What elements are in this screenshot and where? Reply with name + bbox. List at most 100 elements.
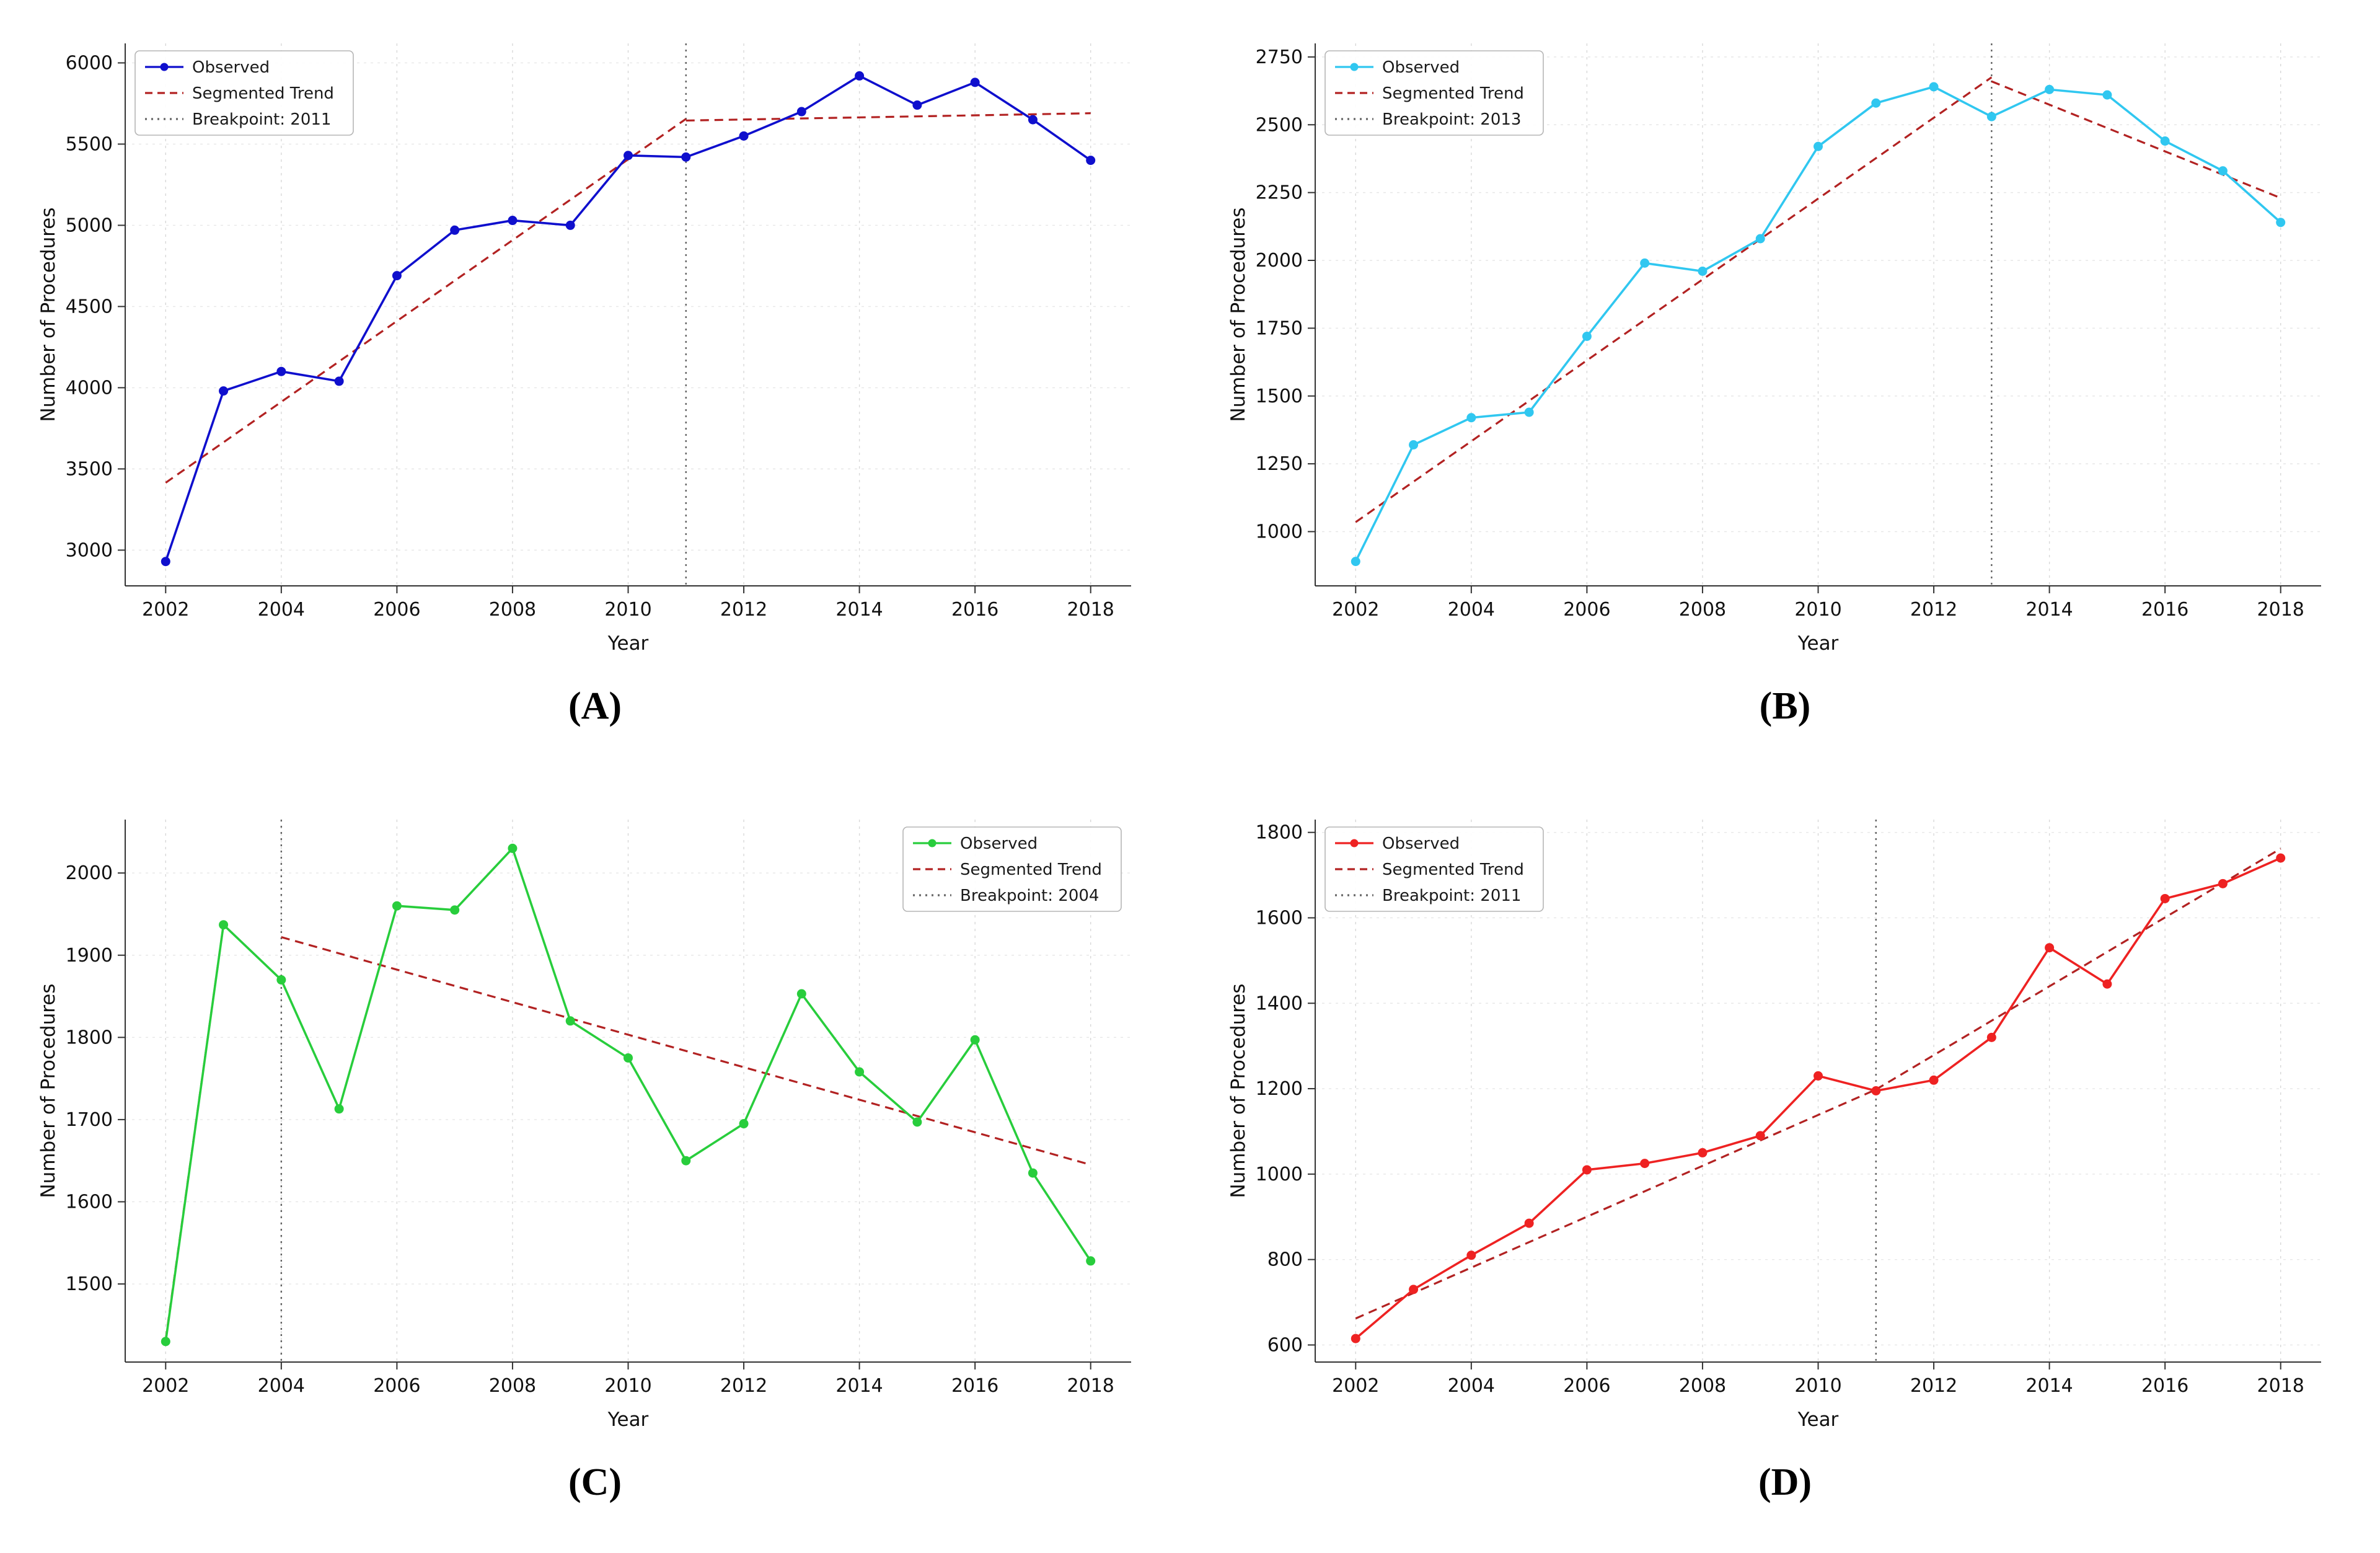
svg-text:Breakpoint: 2011: Breakpoint: 2011 — [1382, 887, 1521, 905]
svg-text:1800: 1800 — [66, 1027, 113, 1048]
svg-text:5500: 5500 — [66, 133, 113, 155]
x-axis-label: Year — [1797, 1409, 1839, 1431]
x-axis: 2002 2004 2006 2008 2010 2012 2014 2016 2018 — [1332, 1362, 2304, 1397]
svg-text:Segmented Trend: Segmented Trend — [960, 861, 1102, 879]
y-axis-label: Number of Procedures — [1227, 207, 1250, 422]
svg-text:2000: 2000 — [66, 862, 113, 884]
svg-text:2000: 2000 — [1256, 250, 1303, 272]
svg-text:4000: 4000 — [66, 377, 113, 399]
svg-text:2006: 2006 — [1563, 1375, 1610, 1397]
svg-text:1000: 1000 — [1256, 521, 1303, 543]
svg-text:2014: 2014 — [835, 599, 883, 621]
observed-markers — [1351, 82, 2286, 567]
svg-text:2016: 2016 — [951, 599, 998, 621]
chart-d: 2002 2004 2006 2008 2010 2012 2014 2016 2018 600 8… — [1221, 795, 2349, 1440]
y-axis: 1500 1600 1700 1800 1900 2000 — [66, 862, 125, 1295]
svg-text:2006: 2006 — [1563, 599, 1610, 621]
chart-svg: 2002 2004 2006 2008 2010 2012 2014 2016 2018 600 8… — [1227, 820, 2321, 1431]
svg-text:6000: 6000 — [66, 52, 113, 74]
svg-text:1600: 1600 — [1256, 907, 1303, 929]
svg-text:2018: 2018 — [1067, 1375, 1114, 1397]
chart-b: 2002 2004 2006 2008 2010 2012 2014 2016 2018 1000… — [1221, 19, 2349, 663]
x-axis-label: Year — [1797, 632, 1839, 655]
legend: Observed Segmented Trend Breakpoint: 2011 — [134, 50, 354, 136]
svg-text:Segmented Trend: Segmented Trend — [1382, 861, 1524, 879]
y-axis-label: Number of Procedures — [37, 207, 60, 422]
svg-text:2018: 2018 — [1067, 599, 1114, 621]
svg-text:Breakpoint: 2004: Breakpoint: 2004 — [960, 887, 1099, 905]
svg-text:2008: 2008 — [489, 599, 536, 621]
svg-text:2002: 2002 — [142, 1375, 189, 1397]
svg-text:3000: 3000 — [66, 539, 113, 561]
panel-d: 2002 2004 2006 2008 2010 2012 2014 2016 2018 600 8… — [1190, 776, 2380, 1552]
y-axis: 3000 3500 4000 4500 5000 5500 6000 — [66, 52, 125, 561]
svg-text:2014: 2014 — [2025, 599, 2073, 621]
svg-text:3500: 3500 — [66, 458, 113, 480]
svg-text:1400: 1400 — [1256, 993, 1303, 1014]
svg-text:Breakpoint: 2011: Breakpoint: 2011 — [192, 110, 331, 129]
panel-a: 2002 2004 2006 2008 2010 2012 2014 2016 2018 3000… — [0, 0, 1190, 776]
svg-text:2012: 2012 — [1910, 1375, 1957, 1397]
svg-text:1250: 1250 — [1256, 453, 1303, 475]
panel-label-a: (A) — [568, 685, 622, 727]
svg-text:2002: 2002 — [1332, 599, 1379, 621]
svg-text:2250: 2250 — [1256, 182, 1303, 204]
chart-svg: 2002 2004 2006 2008 2010 2012 2014 2016 2018 3000… — [37, 43, 1131, 655]
svg-text:1800: 1800 — [1256, 822, 1303, 844]
svg-text:2002: 2002 — [1332, 1375, 1379, 1397]
svg-text:2500: 2500 — [1256, 114, 1303, 136]
svg-text:2004: 2004 — [258, 1375, 305, 1397]
svg-text:1600: 1600 — [66, 1191, 113, 1213]
svg-text:1500: 1500 — [66, 1273, 113, 1295]
chart-svg: 2002 2004 2006 2008 2010 2012 2014 2016 2018 1500… — [37, 820, 1131, 1431]
svg-text:2008: 2008 — [489, 1375, 536, 1397]
y-axis-label: Number of Procedures — [37, 983, 60, 1198]
svg-text:2010: 2010 — [604, 1375, 651, 1397]
svg-text:2004: 2004 — [1448, 1375, 1495, 1397]
svg-text:2014: 2014 — [835, 1375, 883, 1397]
svg-text:2750: 2750 — [1256, 46, 1303, 68]
svg-text:1500: 1500 — [1256, 386, 1303, 407]
y-axis-label: Number of Procedures — [1227, 983, 1250, 1198]
y-axis: 1000 1250 1500 1750 2000 2250 2500 2750 — [1256, 46, 1315, 543]
svg-text:Observed: Observed — [192, 58, 270, 77]
x-axis: 2002 2004 2006 2008 2010 2012 2014 2016 2018 — [142, 586, 1114, 621]
svg-text:2010: 2010 — [1794, 599, 1841, 621]
x-axis-label: Year — [607, 632, 649, 655]
svg-text:2004: 2004 — [1448, 599, 1495, 621]
svg-text:Segmented Trend: Segmented Trend — [1382, 84, 1524, 103]
svg-text:1200: 1200 — [1256, 1078, 1303, 1100]
panel-label-b: (B) — [1759, 685, 1811, 727]
svg-text:Segmented Trend: Segmented Trend — [192, 84, 334, 103]
panel-c: 2002 2004 2006 2008 2010 2012 2014 2016 2018 1500… — [0, 776, 1190, 1552]
legend: Observed Segmented Trend Breakpoint: 2013 — [1324, 50, 1544, 136]
svg-text:1700: 1700 — [66, 1109, 113, 1131]
svg-text:Observed: Observed — [1382, 58, 1460, 77]
panel-label-c: (C) — [568, 1461, 622, 1503]
svg-text:800: 800 — [1267, 1249, 1303, 1271]
chart-a: 2002 2004 2006 2008 2010 2012 2014 2016 2018 3000… — [31, 19, 1159, 663]
svg-text:2012: 2012 — [720, 1375, 767, 1397]
chart-c: 2002 2004 2006 2008 2010 2012 2014 2016 2018 1500… — [31, 795, 1159, 1440]
trend-line — [165, 112, 1091, 484]
svg-text:2010: 2010 — [1794, 1375, 1841, 1397]
trend-line — [1355, 847, 2281, 1320]
svg-text:1000: 1000 — [1256, 1164, 1303, 1185]
svg-text:2004: 2004 — [258, 599, 305, 621]
svg-text:2012: 2012 — [720, 599, 767, 621]
panel-b: 2002 2004 2006 2008 2010 2012 2014 2016 2018 1000… — [1190, 0, 2380, 776]
svg-text:2006: 2006 — [373, 1375, 420, 1397]
svg-text:2014: 2014 — [2025, 1375, 2073, 1397]
chart-svg: 2002 2004 2006 2008 2010 2012 2014 2016 2018 1000… — [1227, 43, 2321, 655]
x-axis-label: Year — [607, 1409, 649, 1431]
svg-text:1750: 1750 — [1256, 317, 1303, 339]
svg-text:2016: 2016 — [951, 1375, 998, 1397]
observed-markers — [161, 843, 1096, 1347]
legend: Observed Segmented Trend Breakpoint: 2011 — [1324, 826, 1544, 912]
observed-markers — [161, 71, 1096, 567]
observed-markers — [1351, 853, 2286, 1343]
svg-text:2008: 2008 — [1679, 1375, 1726, 1397]
legend: Observed Segmented Trend Breakpoint: 2004 — [902, 826, 1122, 912]
svg-text:Breakpoint: 2013: Breakpoint: 2013 — [1382, 110, 1521, 129]
